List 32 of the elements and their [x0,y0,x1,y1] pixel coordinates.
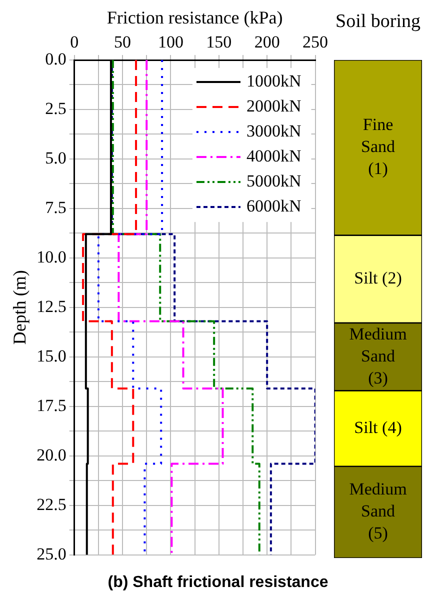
x-tick-label: 150 [206,32,232,52]
y-tick-label: 17.5 [36,396,66,415]
y-tick-label: 7.5 [45,198,66,217]
text: (b) Shaft frictional resistance [106,574,330,592]
series-label: Medium Sand (5) [349,480,407,543]
chart-title: Soil boring [336,10,421,32]
y-tick-label: 0.0 [45,49,66,68]
legend-label: 3000kN [246,121,302,140]
x-tick-label: 250 [302,32,328,52]
series-label: Silt (2) [354,268,402,288]
x-tick-label: 0 [70,32,79,52]
legend-label: 1000kN [246,71,302,90]
y-tick-label: 20.0 [36,445,66,464]
x-tick-label: 200 [254,32,280,52]
legend-label: 5000kN [246,171,302,190]
y-tick-label: 5.0 [45,148,66,168]
y-axis-title: Depth (m) [10,270,30,345]
y-tick-label: 12.5 [36,296,66,316]
y-tick-label: 2.5 [45,98,66,118]
x-axis-title: Friction resistance (kPa) [106,8,283,28]
x-tick-label: 50 [114,32,132,52]
y-tick-label: 10.0 [36,247,66,266]
series-label: Medium Sand (3) [349,324,407,388]
y-tick-label: 15.0 [36,346,66,366]
y-tick-label: 25.0 [36,544,66,564]
legend-label: 2000kN [246,96,302,116]
legend-label: 4000kN [246,146,302,166]
series-label: Fine Sand (1) [361,115,396,178]
y-tick-label: 22.5 [36,494,66,514]
legend-label: 6000kN [246,196,302,216]
x-tick-label: 100 [158,32,184,52]
series-label: Silt (4) [354,418,402,437]
